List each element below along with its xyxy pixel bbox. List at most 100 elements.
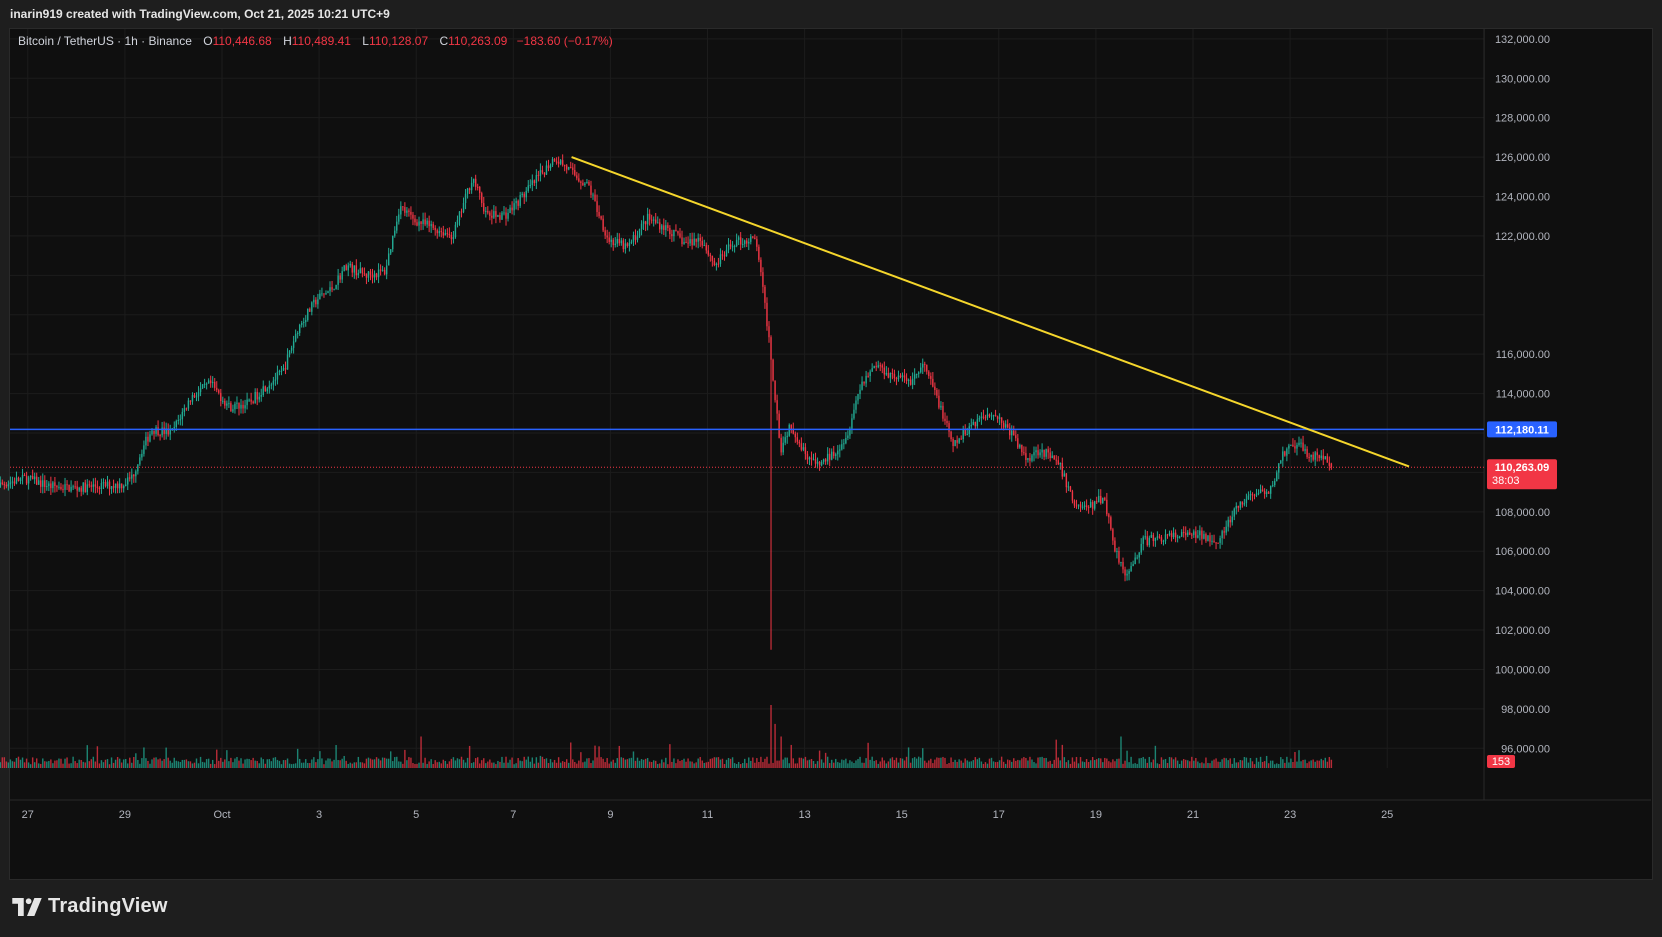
volume-bar	[723, 763, 726, 768]
volume-bar	[766, 756, 768, 768]
candle-body	[1, 482, 4, 484]
volume-bar	[733, 763, 736, 768]
candle-body	[794, 433, 797, 438]
volume-bar	[131, 762, 133, 768]
candle-body	[881, 365, 883, 368]
volume-bar	[76, 763, 78, 768]
volume-bar	[920, 757, 922, 768]
volume-bar	[1278, 763, 1280, 768]
candle-body	[847, 435, 849, 438]
candle-body	[582, 182, 584, 186]
candle-body	[412, 214, 414, 219]
volume-bar	[19, 759, 22, 768]
candle-body	[1185, 532, 1187, 536]
volume-bar	[1261, 761, 1264, 768]
open-key: O	[203, 34, 213, 48]
volume-bar	[944, 757, 946, 768]
volume-bar	[199, 756, 202, 768]
candle-body	[161, 427, 163, 436]
volume-bar	[325, 760, 327, 768]
candle-body	[632, 235, 635, 242]
volume-bar	[812, 761, 815, 768]
price-chart[interactable]: 112,180.11110,263.0938:03153132,000.0013…	[0, 0, 1662, 880]
candle-body	[598, 212, 600, 217]
volume-bar	[984, 762, 987, 768]
volume-bar	[877, 763, 879, 768]
volume-bar	[187, 761, 190, 768]
volume-bar	[1110, 762, 1112, 768]
candle-body	[278, 370, 281, 372]
volume-bar	[855, 760, 857, 768]
candle-body	[1320, 455, 1322, 459]
volume-bar	[454, 760, 457, 768]
volume-bar	[1004, 763, 1007, 768]
volume-bar	[928, 760, 930, 768]
candle-body	[1255, 493, 1258, 496]
volume-bar	[519, 760, 521, 768]
candle-body	[705, 245, 707, 251]
volume-bar	[622, 757, 625, 768]
volume-bar	[1027, 760, 1029, 768]
volume-bar	[875, 760, 877, 768]
volume-bar	[1162, 759, 1165, 768]
volume-bar	[1189, 761, 1191, 768]
candle-body	[1156, 536, 1159, 538]
volume-bar	[1280, 757, 1282, 768]
volume-bar	[1150, 762, 1153, 768]
volume-bar	[1290, 758, 1292, 768]
candle-body	[226, 403, 228, 406]
candle-body	[462, 202, 465, 212]
candle-body	[1017, 438, 1019, 448]
candle-body	[652, 219, 655, 221]
volume-bar	[735, 763, 738, 768]
volume-bar	[1041, 756, 1043, 768]
candle-body	[209, 380, 212, 384]
candle-body	[754, 237, 756, 240]
volume-bar	[541, 756, 544, 768]
volume-bar	[891, 757, 894, 768]
volume-bar	[1302, 759, 1304, 768]
candle-body	[543, 172, 546, 175]
candle-body	[309, 308, 311, 312]
candle-body	[112, 486, 115, 488]
candle-body	[125, 484, 127, 487]
price-tick-label: 124,000.00	[1495, 192, 1550, 204]
volume-bar	[661, 759, 663, 768]
candle-body	[303, 322, 305, 324]
candle-body	[173, 427, 175, 429]
volume-bar	[13, 761, 16, 768]
candle-body	[1079, 504, 1082, 508]
brand-logo[interactable]: TradingView	[12, 895, 168, 918]
candle-body	[420, 221, 422, 225]
volume-bar	[0, 762, 1, 768]
trendline[interactable]	[571, 156, 1410, 468]
candle-body	[746, 240, 748, 244]
volume-bar	[1013, 758, 1015, 768]
volume-bar	[1187, 760, 1189, 768]
volume-bar	[456, 758, 459, 768]
volume-bar	[1043, 758, 1045, 768]
candle-body	[1189, 532, 1191, 535]
candle-body	[1174, 532, 1177, 538]
candle-body	[606, 235, 608, 238]
volume-bar	[845, 758, 847, 768]
candle-body	[772, 359, 774, 381]
volume-bar	[80, 760, 82, 768]
volume-bar	[998, 760, 1001, 768]
volume-bar	[986, 763, 989, 768]
candle-body	[1162, 541, 1165, 543]
candle-body	[1021, 444, 1023, 453]
volume-bar	[1075, 756, 1078, 768]
volume-bar	[800, 757, 803, 768]
candle-body	[642, 221, 645, 224]
candle-body	[879, 365, 881, 367]
candle-body	[565, 165, 568, 170]
candle-body	[689, 239, 691, 244]
volume-bar	[1318, 760, 1320, 768]
candle-body	[236, 402, 238, 404]
volume-bar	[70, 763, 72, 768]
volume-bar	[230, 757, 232, 768]
volume-bar	[778, 760, 780, 768]
candle-body	[98, 487, 101, 490]
candle-body	[1130, 566, 1132, 571]
